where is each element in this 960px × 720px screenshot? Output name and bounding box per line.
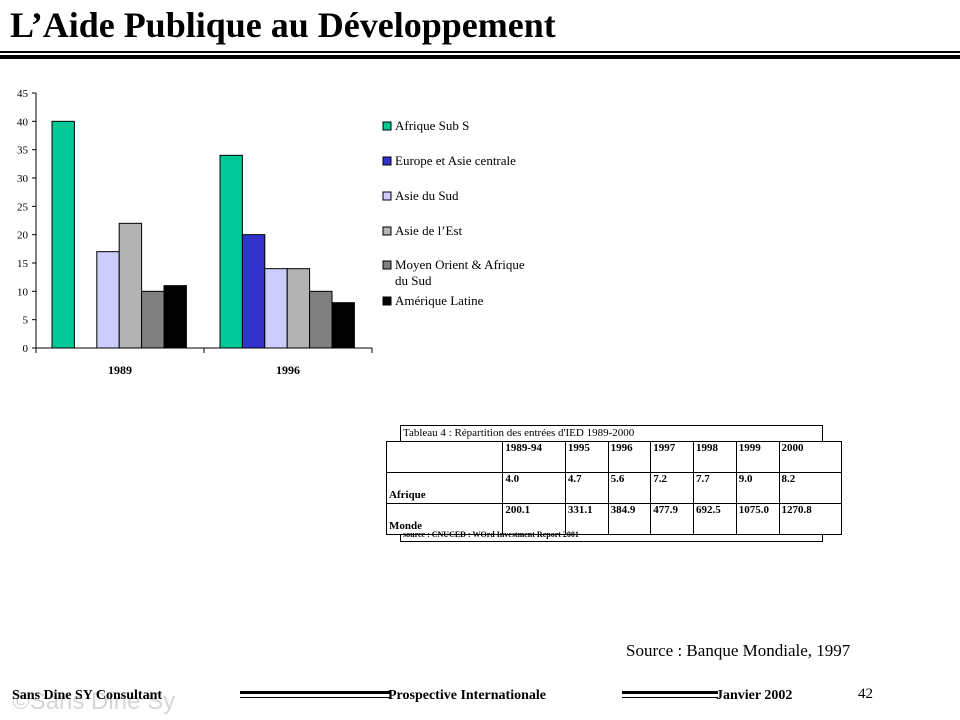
table-cell: 477.9 [650, 503, 694, 535]
table-corner-cell [385, 441, 504, 473]
footer-rule [622, 697, 718, 698]
table-row: Monde 200.1 331.1 384.9 477.9 692.5 1075… [385, 503, 843, 535]
bar [264, 268, 288, 349]
ied-table: 1989-94 1995 1996 1997 1998 1999 2000 Af… [385, 441, 843, 535]
legend-label: Afrique Sub S [395, 118, 469, 133]
table-cell: 692.5 [693, 503, 737, 535]
table-cell: 7.2 [650, 472, 694, 504]
column-header: 1997 [650, 441, 694, 473]
table-cell: 4.7 [564, 472, 609, 504]
footer-watermark: ©Sans Dine Sy [12, 688, 176, 715]
ied-table-image: Tableau 4 : Répartition des entrées d'IE… [385, 424, 843, 544]
footer-center-text: Prospective Internationale [388, 688, 546, 703]
column-header: 2000 [778, 441, 843, 473]
legend-swatch [382, 156, 392, 166]
footer-author: Sans Dine SY Consultant [12, 688, 163, 703]
legend-label: Asie de l’Est [395, 223, 463, 238]
legend-swatch [382, 260, 392, 270]
ied-table-caption: Tableau 4 : Répartition des entrées d'IE… [403, 427, 635, 439]
bar [51, 120, 75, 349]
bar [241, 234, 266, 349]
page-number: 42 [858, 686, 873, 702]
legend-label: Europe et Asie centrale [395, 153, 516, 168]
bar [286, 268, 311, 349]
legend-label: Amérique Latine [395, 293, 484, 308]
legend-swatch [382, 191, 392, 201]
footer-date: Janvier 2002 [716, 688, 793, 703]
slide-title: L’Aide Publique au Développement [10, 5, 556, 45]
y-tick-label: 5 [23, 315, 29, 327]
table-row: Afrique 4.0 4.7 5.6 7.2 7.7 9.0 8.2 [385, 472, 843, 504]
bar [309, 290, 333, 349]
table-row: 1989-94 1995 1996 1997 1998 1999 2000 [385, 441, 843, 473]
bar [141, 290, 165, 349]
bar [219, 154, 243, 349]
bar-chart: 0 5 10 15 20 25 30 35 40 45 1989 1996 Afrique Sub S E… [17, 88, 525, 377]
bar [163, 285, 187, 349]
footer-rule [240, 697, 390, 698]
y-tick-label: 10 [17, 286, 29, 298]
legend-label: Moyen Orient & Afrique [395, 257, 525, 272]
legend-label: Asie du Sud [395, 188, 459, 203]
legend-swatch [382, 296, 392, 306]
column-header: 1996 [607, 441, 652, 473]
table-cell: 7.7 [693, 472, 737, 504]
table-cell: 384.9 [607, 503, 652, 535]
y-tick-label: 45 [17, 88, 29, 100]
source-note: Source : Banque Mondiale, 1997 [626, 641, 851, 660]
bar [118, 222, 143, 349]
footer-rule [240, 691, 390, 694]
footer-rule [622, 691, 718, 694]
row-label: Monde [385, 503, 504, 535]
x-tick-label: 1996 [276, 363, 300, 377]
table-cell: 8.2 [778, 472, 843, 504]
footer: ©Sans Dine Sy Sans Dine SY Consultant Pr… [0, 684, 960, 720]
table-cell: 1075.0 [735, 503, 780, 535]
y-tick-label: 25 [17, 201, 29, 213]
table-cell: 1270.8 [778, 503, 843, 535]
bar [96, 251, 120, 349]
table-cell: 9.0 [735, 472, 780, 504]
x-tick-label: 1989 [108, 363, 132, 377]
bar [331, 302, 355, 349]
y-tick-label: 40 [17, 116, 29, 128]
column-header: 1989-94 [502, 441, 566, 473]
table-cell: 4.0 [502, 472, 566, 504]
title-rule [0, 51, 960, 53]
y-tick-label: 20 [17, 230, 29, 242]
column-header: 1999 [735, 441, 780, 473]
y-tick-label: 0 [23, 343, 29, 355]
ied-table-source: source : CNUCED : WOrd Investment Report… [403, 530, 579, 539]
legend-label: du Sud [395, 273, 432, 288]
row-label: Afrique [385, 472, 504, 504]
y-tick-label: 30 [17, 173, 29, 185]
table-cell: 5.6 [607, 472, 652, 504]
column-header: 1998 [693, 441, 737, 473]
legend-swatch [382, 226, 392, 236]
title-rule-thick [0, 55, 960, 59]
y-tick-label: 15 [17, 258, 29, 270]
column-header: 1995 [564, 441, 609, 473]
y-tick-label: 35 [17, 145, 29, 157]
legend-swatch [382, 121, 392, 131]
